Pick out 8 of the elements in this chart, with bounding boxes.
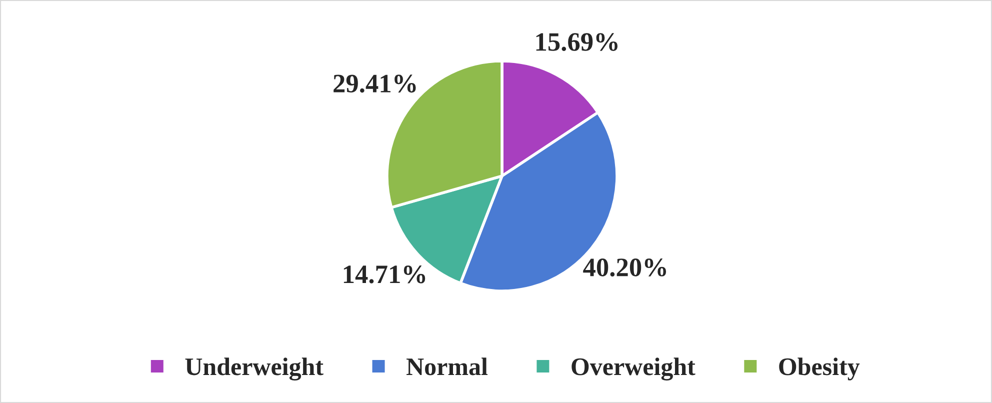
data-label: 14.71% — [344, 265, 426, 284]
legend-label: Underweight — [185, 358, 324, 380]
data-label: 15.69% — [536, 33, 618, 52]
data-label: 40.20% — [583, 258, 666, 276]
data-label: 29.41% — [334, 74, 416, 93]
legend-label: Obesity — [779, 358, 860, 380]
legend-label: Normal — [406, 358, 488, 376]
legend-label: Overweight — [572, 358, 696, 380]
